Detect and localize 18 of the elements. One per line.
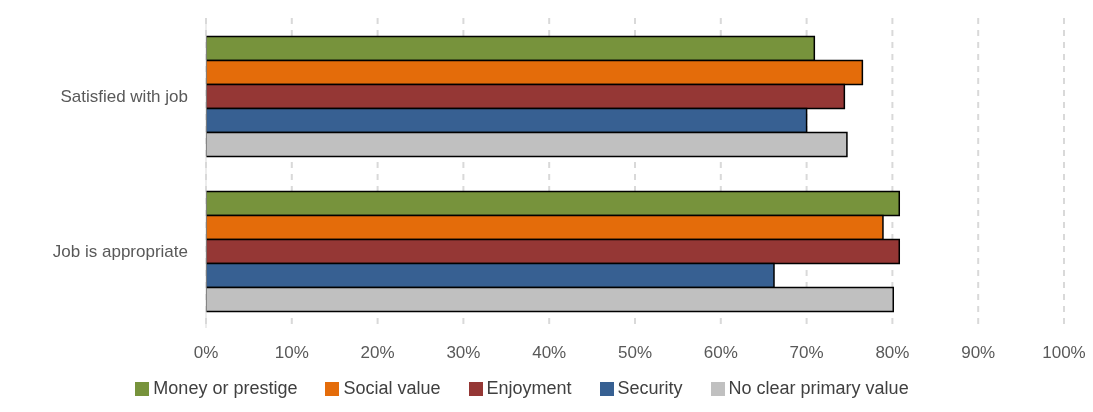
x-tick-label: 80% xyxy=(875,343,910,363)
legend-label: Security xyxy=(617,378,683,398)
x-tick-label: 60% xyxy=(703,343,738,363)
x-tick-label: 90% xyxy=(961,343,996,363)
legend-label: Money or prestige xyxy=(153,378,298,398)
x-tick-label: 50% xyxy=(617,343,653,363)
x-tick-label: 40% xyxy=(532,343,567,363)
x-tick-label: 20% xyxy=(360,343,395,363)
x-tick-label: 10% xyxy=(274,343,309,363)
legend-label: Enjoyment xyxy=(486,378,572,398)
legend-label: No clear primary value xyxy=(728,378,909,398)
x-tick-label: 100% xyxy=(1042,343,1086,363)
y-tick-label: Satisfied with job xyxy=(60,86,188,106)
x-tick-label: 70% xyxy=(789,343,824,363)
x-tick-label: 30% xyxy=(446,343,481,363)
x-tick-label: 0% xyxy=(193,343,219,363)
legend-label: Social value xyxy=(343,378,441,398)
y-tick-label: Job is appropriate xyxy=(52,241,188,261)
